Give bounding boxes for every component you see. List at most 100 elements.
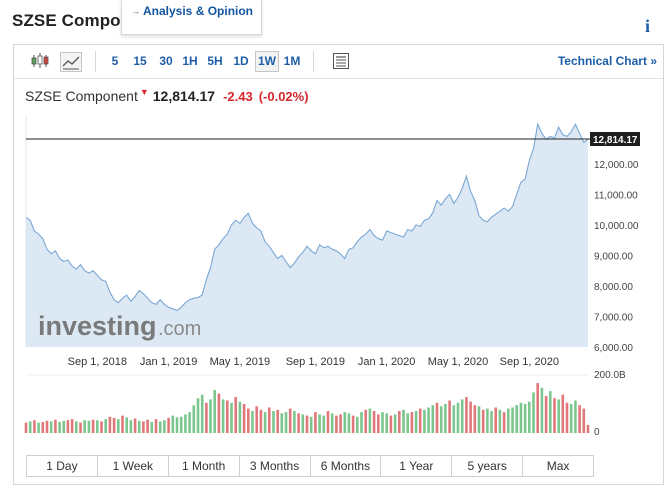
volume-bar [540,387,544,433]
volume-bar [242,404,246,433]
volume-bar [284,412,288,433]
volume-bar [553,398,556,433]
volume-bar [498,409,502,433]
interval-5h[interactable]: 5H [207,54,223,68]
volume-bar [297,413,300,433]
volume-bar [213,390,216,433]
interval-1m[interactable]: 1M [283,54,301,68]
volume-bar [439,406,443,433]
volume-bar [326,411,330,433]
volume-bar [490,411,493,433]
volume-bar [33,420,36,433]
range-selector: 1 Day 1 Week 1 Month 3 Months 6 Months 1… [26,455,594,477]
volume-bar [574,400,577,433]
volume-bar [91,419,95,433]
range-1-day[interactable]: 1 Day [27,456,98,476]
volume-bar [28,421,32,433]
range-1-week[interactable]: 1 Week [98,456,169,476]
volume-bar [179,416,183,433]
volume-bar [117,419,120,433]
volume-bar [175,417,179,433]
volume-bar [402,409,405,433]
volume-bar [536,383,539,433]
volume-bar [171,415,175,433]
volume-bar [427,407,430,433]
range-1-month[interactable]: 1 Month [169,456,240,476]
range-1-year[interactable]: 1 Year [381,456,453,476]
interval-1h[interactable]: 1H [182,54,198,68]
volume-bar [565,402,569,433]
volume-bar [406,413,409,433]
current-price-label: 12,814.17 [593,135,638,146]
volume-bar [309,416,313,433]
analysis-opinion-link[interactable]: Analysis & Opinion [143,4,254,18]
volume-bar [431,405,435,433]
instrument-name: SZSE Component [25,88,138,104]
volume-bar [549,391,552,433]
volume-bar [49,421,53,433]
volume-bar [351,415,355,433]
range-5-years[interactable]: 5 years [452,456,524,476]
price-chart[interactable]: investing .com 12,000.00 11,000.00 10,000.… [14,45,663,445]
chart-toolbar: 5 15 30 1H 5H 1D 1W 1M Technical Chart » [14,45,663,79]
interval-1w[interactable]: 1W [255,51,279,72]
volume-bar [578,405,581,433]
volume-bar [557,399,560,433]
interval-15[interactable]: 15 [133,54,147,68]
volume-bar [423,409,426,433]
info-icon[interactable]: i [645,16,651,36]
volume-axis-zero: 0 [594,427,600,438]
volume-bar [511,407,514,433]
arrow-right-icon: → [131,6,140,16]
volume-bar [167,417,170,433]
volume-bar [200,394,204,433]
technical-chart-link[interactable]: Technical Chart » [558,54,657,68]
y-tick-label: 8,000.00 [594,282,633,293]
x-tick-label: May 1, 2019 [210,356,271,368]
volume-bar [259,409,263,433]
volume-bar [184,414,187,433]
volume-bar [398,411,401,433]
range-6-months[interactable]: 6 Months [311,456,382,476]
volume-bar [45,420,49,433]
volume-bar [234,397,237,433]
volume-bar [280,413,284,433]
volume-bar [221,399,225,433]
table-icon[interactable] [332,52,352,70]
volume-bar [381,412,384,433]
analysis-opinion-dropdown[interactable]: → Analysis & Opinion [121,0,262,35]
volume-bar [385,413,388,433]
watermark-brand: investing [38,311,157,341]
volume-bar [339,414,342,433]
interval-1d[interactable]: 1D [233,54,249,68]
line-chart-icon[interactable] [60,52,82,72]
interval-5[interactable]: 5 [111,54,119,68]
volume-bar [582,408,586,433]
volume-bar [133,418,137,433]
volume-bar [360,412,363,433]
x-tick-label: May 1, 2020 [428,356,489,368]
toolbar-separator [313,51,314,72]
volume-bar [469,401,472,433]
volume-bar [268,407,271,433]
quote-line: SZSE Component ▼ 12,814.17 -2.43 (-0.02%) [25,87,309,104]
volume-bar [247,408,250,433]
volume-bar [507,408,510,433]
range-max[interactable]: Max [546,459,570,473]
volume-bar [444,404,447,433]
price-change-percent: (-0.02%) [258,89,309,104]
investing-watermark: investing .com [38,311,201,341]
volume-bar [24,422,28,433]
volume-bar [473,405,477,433]
current-price-badge [590,131,640,146]
volume-bar [288,408,292,433]
candlestick-icon[interactable] [30,52,50,70]
volume-bar [196,398,200,433]
volume-bar [435,402,439,433]
range-3-months[interactable]: 3 Months [240,456,311,476]
volume-bar [368,408,372,433]
interval-30[interactable]: 30 [159,54,173,68]
chart-panel: 5 15 30 1H 5H 1D 1W 1M Technical Chart »… [13,44,664,485]
volume-bar [121,415,124,433]
volume-bar [465,397,468,433]
